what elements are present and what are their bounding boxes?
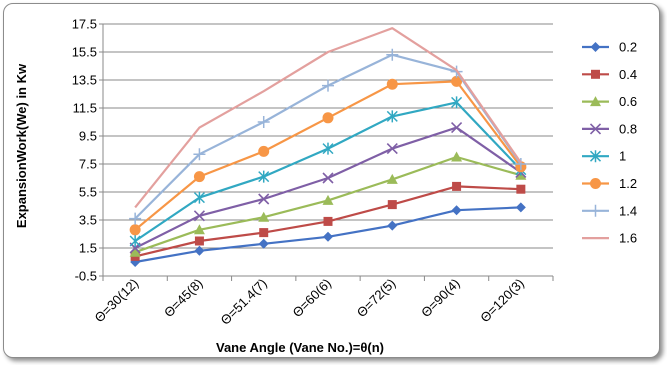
- series-line: [134, 27, 522, 209]
- x-tick-label: Θ=45(8): [161, 276, 206, 321]
- data-point: [258, 170, 270, 183]
- data-point: [193, 210, 205, 222]
- data-point: [514, 158, 527, 170]
- legend-marker: [589, 204, 602, 217]
- data-point: [193, 171, 205, 183]
- y-tick-labels: -0.5 1.5 3.5 5.5 7.5 9.5 11.5 13.5 15.5 17.5: [72, 17, 97, 284]
- x-tick-label: Θ=30(12): [92, 276, 142, 326]
- legend-item: 1.6: [582, 231, 637, 246]
- legend-item: 0.2: [582, 40, 637, 55]
- data-point: [259, 228, 269, 238]
- x-tick-labels: Θ=30(12) Θ=45(8) Θ=51.4(7) Θ=60(6) Θ=72(5) Θ=…: [92, 276, 527, 328]
- y-tick-label: 5.5: [79, 185, 97, 200]
- data-point: [258, 238, 269, 249]
- legend-label: 1.6: [619, 231, 637, 246]
- legend-label: 1: [619, 149, 626, 164]
- legend-label: 1.2: [619, 176, 637, 191]
- legend-marker: [590, 178, 601, 189]
- legend-item: 1: [582, 149, 626, 164]
- y-tick-label: 7.5: [79, 157, 97, 172]
- data-point: [387, 200, 397, 210]
- data-point: [194, 245, 205, 256]
- y-tick-label: -0.5: [75, 269, 97, 284]
- legend-marker: [590, 96, 601, 107]
- series-line: [134, 80, 522, 231]
- data-point: [386, 78, 398, 90]
- data-point: [129, 224, 141, 236]
- series-1.6: [134, 27, 522, 209]
- data-point: [386, 173, 398, 184]
- legend-label: 0.6: [619, 94, 637, 109]
- data-point: [258, 145, 270, 157]
- data-point: [451, 205, 462, 216]
- data-point: [193, 224, 205, 235]
- data-point: [258, 211, 270, 222]
- legend-marker: [589, 150, 602, 163]
- data-point: [386, 48, 399, 61]
- data-point: [451, 151, 463, 162]
- legend-marker: [590, 42, 601, 52]
- data-point: [452, 181, 462, 191]
- data-point: [322, 172, 334, 184]
- data-point: [323, 231, 333, 242]
- data-point: [451, 96, 463, 109]
- legend-item: 0.6: [582, 94, 637, 109]
- data-point: [387, 220, 398, 231]
- x-tick-label: Θ=60(6): [290, 276, 335, 321]
- legend-marker: [591, 69, 600, 79]
- data-point: [257, 116, 270, 128]
- legend-item: 0.8: [582, 121, 637, 136]
- data-point: [322, 142, 334, 155]
- y-tick-label: 13.5: [72, 73, 97, 88]
- x-tick-label: Θ=120(3): [477, 276, 527, 326]
- data-point: [515, 202, 526, 213]
- legend-item: 1.4: [582, 203, 637, 218]
- x-tick-label: Θ=72(5): [354, 276, 399, 321]
- x-axis-title: Vane Angle (Vane No.)=θ(n): [216, 340, 384, 355]
- legend-label: 0.2: [619, 40, 637, 55]
- y-tick-label: 17.5: [72, 17, 97, 32]
- data-point: [322, 194, 334, 205]
- data-point: [193, 191, 205, 204]
- data-point: [129, 246, 141, 257]
- data-point: [451, 122, 463, 134]
- series-0.2: [130, 202, 526, 267]
- y-tick-label: 9.5: [79, 129, 97, 144]
- data-point: [386, 143, 398, 155]
- data-point: [322, 79, 334, 92]
- legend-marker: [589, 123, 602, 135]
- data-point: [129, 212, 142, 225]
- x-tick-label: Θ=90(4): [418, 276, 463, 321]
- data-point: [194, 236, 204, 246]
- legend: 0.2 0.4 0.6 0.8 1 1.2 1.4 1.6: [582, 40, 637, 246]
- legend-item: 0.4: [582, 67, 637, 82]
- data-point: [322, 112, 334, 124]
- axes: [99, 23, 554, 281]
- y-tick-label: 11.5: [73, 101, 97, 116]
- data-point: [451, 75, 463, 87]
- data-point: [193, 148, 206, 161]
- data-point: [129, 235, 141, 247]
- x-tick-label: Θ=51.4(7): [218, 276, 270, 328]
- data-point: [516, 184, 526, 194]
- data-point: [323, 216, 333, 226]
- legend-label: 0.4: [619, 67, 637, 82]
- y-tick-label: 15.5: [72, 45, 97, 60]
- y-axis-title: ExpansionWork(We) in Kw: [14, 63, 29, 228]
- legend-item: 1.2: [582, 176, 637, 191]
- legend-label: 0.8: [619, 121, 637, 136]
- series-1.2: [129, 75, 527, 236]
- y-tick-label: 3.5: [79, 213, 97, 228]
- series-group: [129, 27, 527, 267]
- legend-label: 1.4: [619, 203, 637, 218]
- data-point: [386, 110, 398, 123]
- y-tick-label: 1.5: [79, 241, 97, 256]
- data-point: [258, 193, 270, 205]
